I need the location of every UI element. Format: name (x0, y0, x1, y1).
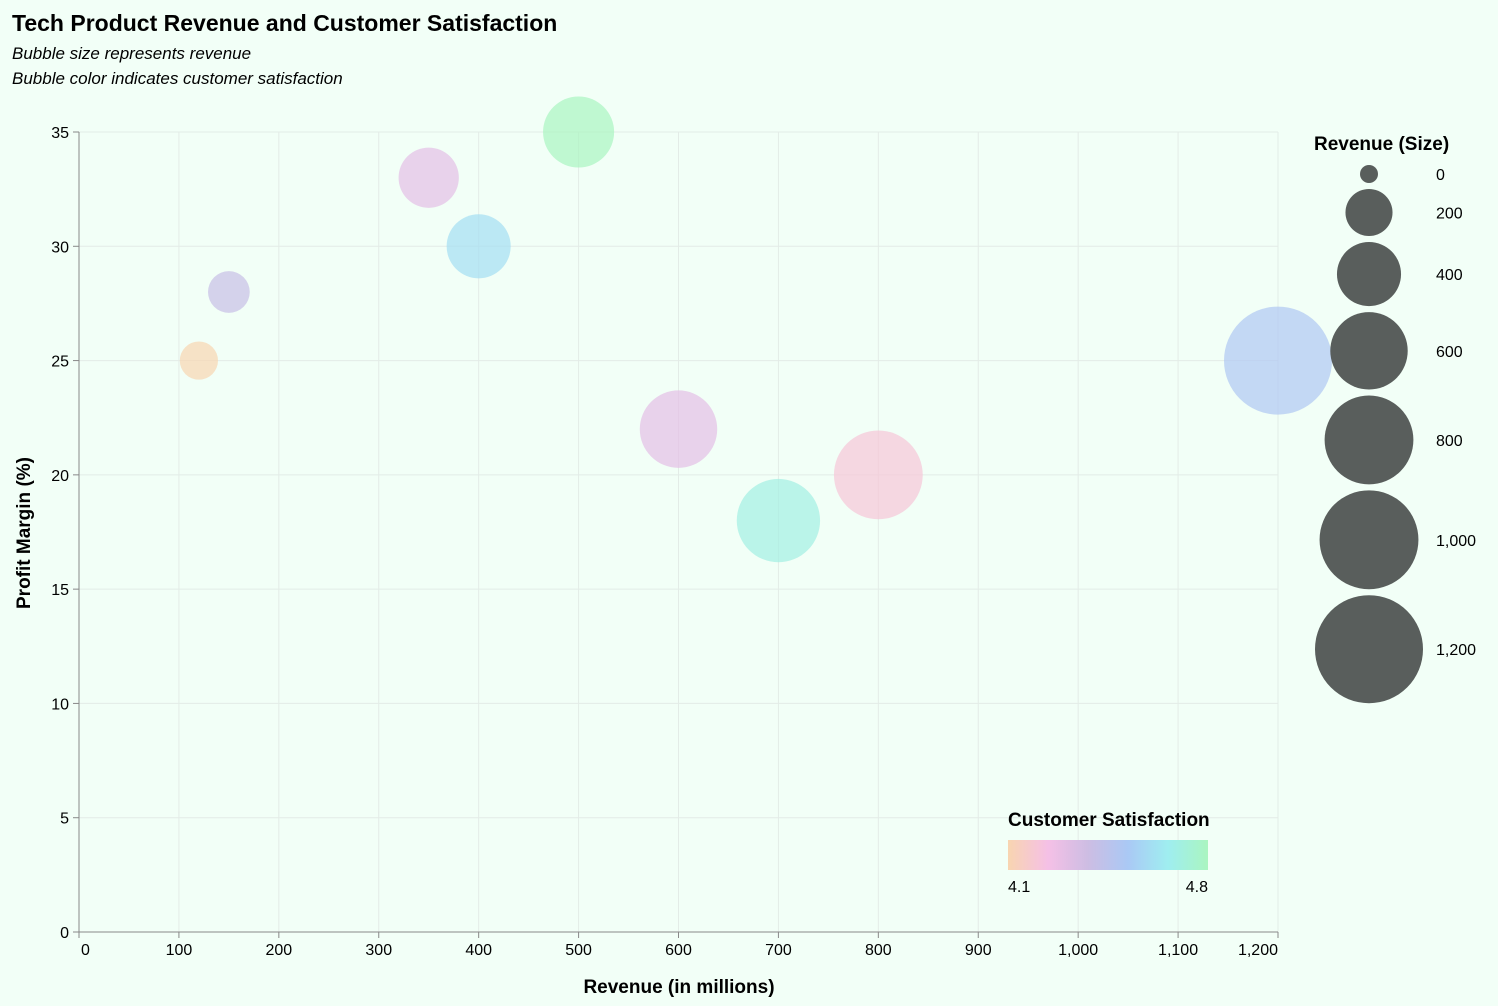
size-legend-bubble (1324, 395, 1414, 485)
y-tick-label: 35 (51, 125, 69, 142)
color-legend-gradient (1008, 840, 1208, 870)
y-tick-label: 20 (51, 468, 69, 485)
y-tick-label: 30 (51, 239, 69, 256)
y-axis-title: Profit Margin (%) (14, 457, 35, 609)
x-axis-title: Revenue (in millions) (583, 977, 774, 998)
x-tick-label: 500 (565, 942, 592, 959)
axes: 0 100 200 300 400 500 600 700 800 900 1,000 1,100 1,… (51, 125, 1279, 959)
chart-subtitle-size: Bubble size represents revenue (12, 44, 251, 63)
bubble-point (736, 478, 821, 563)
color-legend-title: Customer Satisfaction (1008, 810, 1210, 831)
bubble-point (179, 341, 218, 380)
size-legend-bubble (1315, 595, 1423, 704)
bubble-point (398, 147, 459, 208)
y-tick-label: 15 (51, 582, 69, 599)
bubble-point (1224, 306, 1332, 415)
x-tick-label: 400 (465, 942, 492, 959)
x-tick-label: 1,100 (1158, 942, 1198, 959)
size-legend-label: 400 (1436, 267, 1463, 284)
size-legend-bubble (1345, 189, 1393, 237)
size-legend-bubble (1336, 242, 1402, 307)
x-tick-label: 0 (81, 942, 90, 959)
bubble-point (543, 96, 615, 168)
x-tick-label: 700 (765, 942, 792, 959)
x-tick-label: 100 (166, 942, 193, 959)
bubble-point (208, 271, 250, 313)
size-legend-title: Revenue (Size) (1314, 134, 1449, 155)
size-legend-label: 1,000 (1436, 533, 1476, 550)
size-legend-label: 600 (1436, 344, 1463, 361)
color-legend: Customer Satisfaction 4.1 4.8 (1008, 810, 1210, 896)
size-legend-label: 800 (1436, 433, 1463, 450)
size-legend-bubble (1360, 165, 1378, 183)
y-tick-label: 5 (60, 811, 69, 828)
color-legend-min-label: 4.1 (1008, 879, 1030, 896)
size-legend: Revenue (Size) 0 200 400 600 800 1,000 1,200 (1314, 134, 1476, 704)
x-tick-label: 800 (865, 942, 892, 959)
bubble-point (639, 390, 718, 468)
chart-subtitle-color: Bubble color indicates customer satisfac… (12, 69, 343, 88)
x-tick-label: 600 (665, 942, 692, 959)
x-tick-label: 1,000 (1058, 942, 1098, 959)
chart-title: Tech Product Revenue and Customer Satisf… (12, 10, 557, 36)
x-tick-label: 300 (365, 942, 392, 959)
x-tick-label: 1,200 (1238, 942, 1278, 959)
size-legend-label: 200 (1436, 206, 1463, 223)
size-legend-label: 0 (1436, 167, 1445, 184)
size-legend-bubble (1330, 312, 1408, 390)
y-tick-label: 10 (51, 696, 69, 713)
color-legend-max-label: 4.8 (1186, 879, 1208, 896)
size-legend-label: 1,200 (1436, 642, 1476, 659)
bubbles (179, 96, 1332, 563)
x-tick-label: 200 (265, 942, 292, 959)
size-legend-bubble (1319, 490, 1419, 590)
y-tick-label: 0 (60, 925, 69, 942)
x-tick-label: 900 (965, 942, 992, 959)
bubble-point (446, 214, 511, 279)
y-tick-label: 25 (51, 354, 69, 371)
bubble-point (833, 430, 923, 520)
